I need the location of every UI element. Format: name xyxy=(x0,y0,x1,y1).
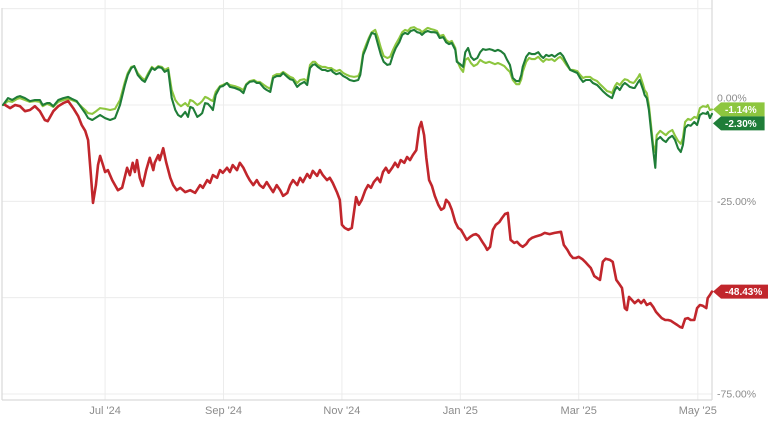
badge-shape xyxy=(713,102,765,117)
series-red-line[interactable] xyxy=(3,99,714,330)
badge-value: -2.30% xyxy=(725,119,757,130)
badge-shape xyxy=(713,116,765,131)
end-value-badge-dark-green-line: -2.30% xyxy=(713,116,765,131)
x-axis-label: Nov '24 xyxy=(323,405,360,417)
badge-value: -48.43% xyxy=(725,287,762,298)
end-value-badge-red-line: -48.43% xyxy=(713,284,768,299)
x-axis-label: Jul '24 xyxy=(89,405,120,417)
x-axis-label: Sep '24 xyxy=(205,405,242,417)
y-axis-label: -25.00% xyxy=(717,196,756,208)
x-axis-label: Jan '25 xyxy=(443,405,478,417)
badge-value: -1.14% xyxy=(725,105,757,116)
y-axis-label: -75.00% xyxy=(717,388,756,400)
x-axis-label: May '25 xyxy=(679,405,717,417)
x-axis-label: Mar '25 xyxy=(561,405,597,417)
gridlines xyxy=(1,0,713,401)
badge-shape xyxy=(713,284,768,299)
series-dark-green-line[interactable] xyxy=(1,28,714,169)
end-value-badge-light-green-line: -1.14% xyxy=(713,102,765,117)
y-axis-label: 0.00% xyxy=(717,93,747,105)
